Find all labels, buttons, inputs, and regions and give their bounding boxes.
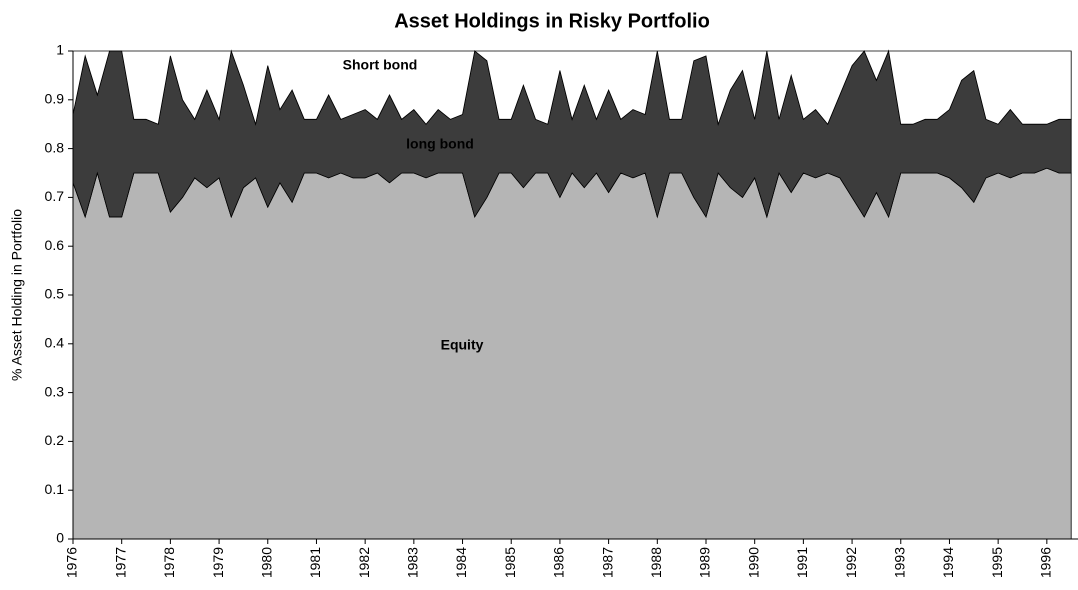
y-tick-label: 0.6 bbox=[45, 237, 65, 253]
y-tick-label: 0.8 bbox=[45, 139, 65, 155]
x-tick-label: 1993 bbox=[891, 547, 907, 578]
x-tick-label: 1979 bbox=[210, 547, 226, 578]
y-tick-label: 0.7 bbox=[45, 188, 65, 204]
y-tick-label: 0.1 bbox=[45, 481, 65, 497]
series-label: Short bond bbox=[343, 57, 418, 73]
x-tick-label: 1982 bbox=[356, 547, 372, 578]
x-tick-label: 1989 bbox=[697, 547, 713, 578]
area bbox=[72, 49, 1072, 126]
y-tick-label: 0.4 bbox=[45, 335, 65, 351]
x-tick-label: 1978 bbox=[161, 547, 177, 578]
y-tick-label: 0.5 bbox=[45, 286, 65, 302]
y-tick-label: 0.9 bbox=[45, 91, 65, 107]
y-tick-label: 0.3 bbox=[45, 383, 65, 399]
x-tick-label: 1990 bbox=[745, 547, 761, 578]
x-tick-label: 1992 bbox=[843, 547, 859, 578]
chart-title: Asset Holdings in Risky Portfolio bbox=[394, 10, 710, 32]
x-tick-label: 1976 bbox=[64, 547, 80, 578]
x-tick-label: 1984 bbox=[453, 547, 469, 578]
x-tick-label: 1987 bbox=[599, 547, 615, 578]
x-tick-label: 1977 bbox=[112, 547, 128, 578]
x-tick-label: 1981 bbox=[307, 547, 323, 578]
x-tick-label: 1986 bbox=[551, 547, 567, 578]
series-label: Equity bbox=[441, 337, 484, 353]
y-tick-label: 1 bbox=[56, 42, 64, 58]
x-tick-label: 1994 bbox=[940, 547, 956, 578]
plot-area bbox=[72, 49, 1072, 540]
series-label: long bond bbox=[406, 136, 474, 152]
y-axis-label: % Asset Holding in Portfolio bbox=[9, 209, 25, 381]
x-tick-label: 1996 bbox=[1038, 547, 1054, 578]
x-tick-label: 1995 bbox=[989, 547, 1005, 578]
y-tick-label: 0 bbox=[56, 530, 64, 546]
x-tick-label: 1988 bbox=[648, 547, 664, 578]
x-tick-label: 1983 bbox=[405, 547, 421, 578]
area bbox=[72, 167, 1072, 540]
x-tick-label: 1991 bbox=[794, 547, 810, 578]
x-tick-label: 1980 bbox=[258, 547, 274, 578]
y-tick-label: 0.2 bbox=[45, 432, 65, 448]
x-tick-label: 1985 bbox=[502, 547, 518, 578]
